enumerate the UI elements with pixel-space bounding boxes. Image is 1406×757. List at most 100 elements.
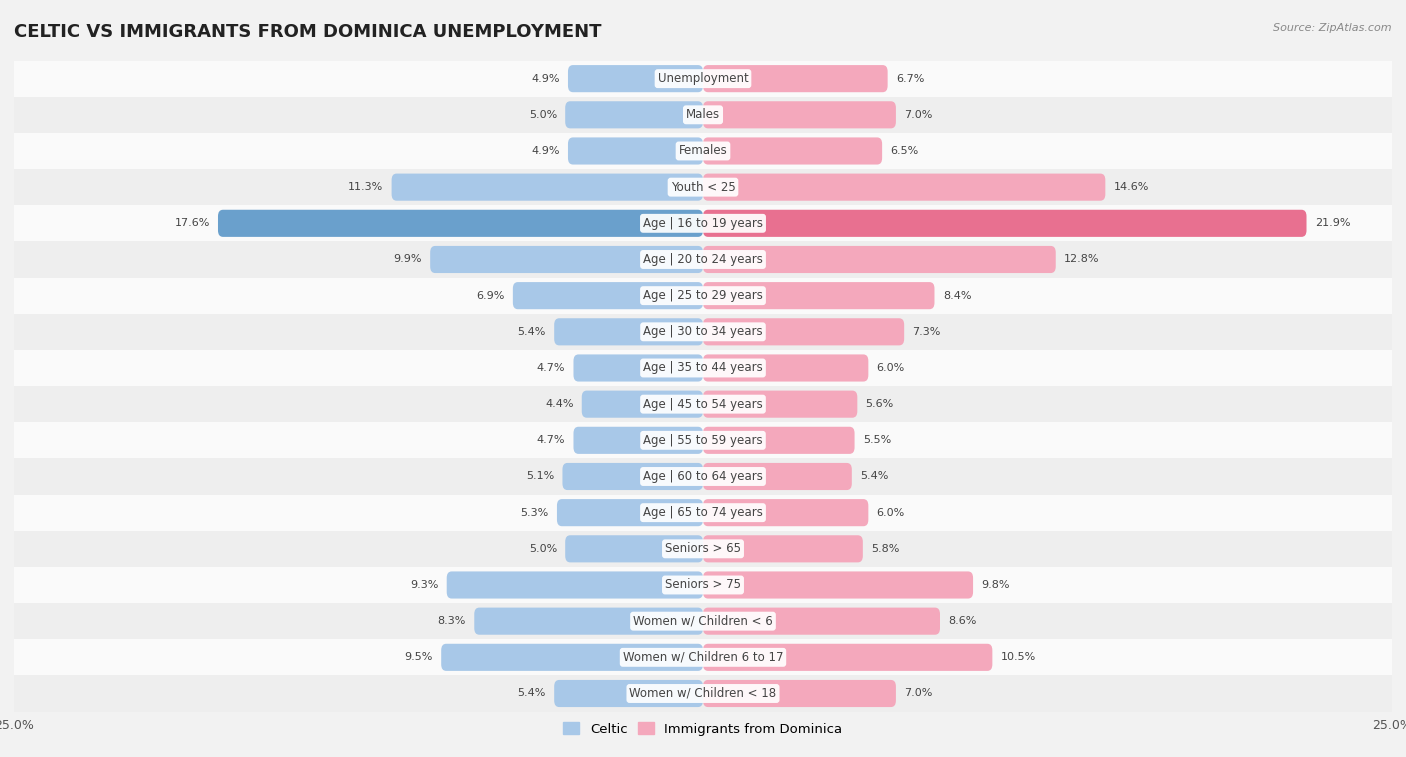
Text: 4.9%: 4.9%	[531, 146, 560, 156]
FancyBboxPatch shape	[703, 354, 869, 382]
Text: 5.1%: 5.1%	[526, 472, 554, 481]
FancyBboxPatch shape	[703, 535, 863, 562]
FancyBboxPatch shape	[703, 210, 1306, 237]
FancyBboxPatch shape	[703, 643, 993, 671]
Text: Age | 45 to 54 years: Age | 45 to 54 years	[643, 397, 763, 410]
Text: Age | 20 to 24 years: Age | 20 to 24 years	[643, 253, 763, 266]
FancyBboxPatch shape	[513, 282, 703, 309]
Text: 5.4%: 5.4%	[860, 472, 889, 481]
Text: 14.6%: 14.6%	[1114, 182, 1149, 192]
Text: Youth < 25: Youth < 25	[671, 181, 735, 194]
Text: Women w/ Children 6 to 17: Women w/ Children 6 to 17	[623, 651, 783, 664]
Text: 5.4%: 5.4%	[517, 327, 546, 337]
Text: Age | 55 to 59 years: Age | 55 to 59 years	[643, 434, 763, 447]
Text: 9.9%: 9.9%	[394, 254, 422, 264]
Bar	[14, 205, 1392, 241]
FancyBboxPatch shape	[565, 101, 703, 129]
FancyBboxPatch shape	[557, 499, 703, 526]
Bar	[14, 603, 1392, 639]
Text: 9.5%: 9.5%	[405, 653, 433, 662]
Text: 4.4%: 4.4%	[546, 399, 574, 409]
FancyBboxPatch shape	[703, 463, 852, 490]
FancyBboxPatch shape	[703, 65, 887, 92]
Bar	[14, 494, 1392, 531]
Text: 17.6%: 17.6%	[174, 218, 209, 229]
FancyBboxPatch shape	[703, 391, 858, 418]
Text: 6.0%: 6.0%	[876, 363, 905, 373]
FancyBboxPatch shape	[392, 173, 703, 201]
Text: Age | 25 to 29 years: Age | 25 to 29 years	[643, 289, 763, 302]
FancyBboxPatch shape	[703, 572, 973, 599]
Text: 4.9%: 4.9%	[531, 73, 560, 83]
Text: Women w/ Children < 6: Women w/ Children < 6	[633, 615, 773, 628]
Bar	[14, 313, 1392, 350]
Bar	[14, 241, 1392, 278]
Text: 9.3%: 9.3%	[411, 580, 439, 590]
Text: 6.0%: 6.0%	[876, 508, 905, 518]
Text: 4.7%: 4.7%	[537, 435, 565, 445]
Text: 11.3%: 11.3%	[349, 182, 384, 192]
FancyBboxPatch shape	[703, 138, 882, 164]
Text: Age | 35 to 44 years: Age | 35 to 44 years	[643, 362, 763, 375]
Text: Source: ZipAtlas.com: Source: ZipAtlas.com	[1274, 23, 1392, 33]
FancyBboxPatch shape	[703, 318, 904, 345]
Text: 5.0%: 5.0%	[529, 110, 557, 120]
Bar	[14, 61, 1392, 97]
FancyBboxPatch shape	[430, 246, 703, 273]
Text: Age | 65 to 74 years: Age | 65 to 74 years	[643, 506, 763, 519]
Text: 8.3%: 8.3%	[437, 616, 465, 626]
Bar	[14, 567, 1392, 603]
Text: Age | 16 to 19 years: Age | 16 to 19 years	[643, 217, 763, 230]
Bar	[14, 350, 1392, 386]
Text: 5.4%: 5.4%	[517, 689, 546, 699]
Text: 6.5%: 6.5%	[890, 146, 918, 156]
Text: 8.4%: 8.4%	[943, 291, 972, 301]
Text: 6.9%: 6.9%	[477, 291, 505, 301]
Bar	[14, 278, 1392, 313]
Bar	[14, 97, 1392, 133]
FancyBboxPatch shape	[568, 138, 703, 164]
FancyBboxPatch shape	[703, 246, 1056, 273]
FancyBboxPatch shape	[447, 572, 703, 599]
FancyBboxPatch shape	[574, 354, 703, 382]
Bar	[14, 133, 1392, 169]
FancyBboxPatch shape	[703, 101, 896, 129]
Text: CELTIC VS IMMIGRANTS FROM DOMINICA UNEMPLOYMENT: CELTIC VS IMMIGRANTS FROM DOMINICA UNEMP…	[14, 23, 602, 41]
Text: Males: Males	[686, 108, 720, 121]
FancyBboxPatch shape	[703, 282, 935, 309]
Text: 9.8%: 9.8%	[981, 580, 1010, 590]
FancyBboxPatch shape	[703, 608, 941, 634]
FancyBboxPatch shape	[568, 65, 703, 92]
Bar	[14, 386, 1392, 422]
Text: 4.7%: 4.7%	[537, 363, 565, 373]
FancyBboxPatch shape	[441, 643, 703, 671]
Text: Females: Females	[679, 145, 727, 157]
Text: 12.8%: 12.8%	[1064, 254, 1099, 264]
Text: 5.8%: 5.8%	[872, 544, 900, 554]
FancyBboxPatch shape	[562, 463, 703, 490]
FancyBboxPatch shape	[703, 680, 896, 707]
Text: 8.6%: 8.6%	[948, 616, 977, 626]
Bar	[14, 675, 1392, 712]
Bar	[14, 531, 1392, 567]
FancyBboxPatch shape	[554, 680, 703, 707]
Bar	[14, 169, 1392, 205]
Text: 5.6%: 5.6%	[866, 399, 894, 409]
Bar	[14, 422, 1392, 459]
Text: Women w/ Children < 18: Women w/ Children < 18	[630, 687, 776, 700]
Bar	[14, 459, 1392, 494]
FancyBboxPatch shape	[703, 499, 869, 526]
Text: 5.0%: 5.0%	[529, 544, 557, 554]
Text: Unemployment: Unemployment	[658, 72, 748, 85]
FancyBboxPatch shape	[582, 391, 703, 418]
Text: 6.7%: 6.7%	[896, 73, 924, 83]
FancyBboxPatch shape	[574, 427, 703, 454]
Text: Seniors > 75: Seniors > 75	[665, 578, 741, 591]
Text: Seniors > 65: Seniors > 65	[665, 542, 741, 556]
Text: 5.3%: 5.3%	[520, 508, 548, 518]
FancyBboxPatch shape	[554, 318, 703, 345]
FancyBboxPatch shape	[703, 173, 1105, 201]
FancyBboxPatch shape	[474, 608, 703, 634]
Text: 5.5%: 5.5%	[863, 435, 891, 445]
Text: 7.0%: 7.0%	[904, 110, 932, 120]
